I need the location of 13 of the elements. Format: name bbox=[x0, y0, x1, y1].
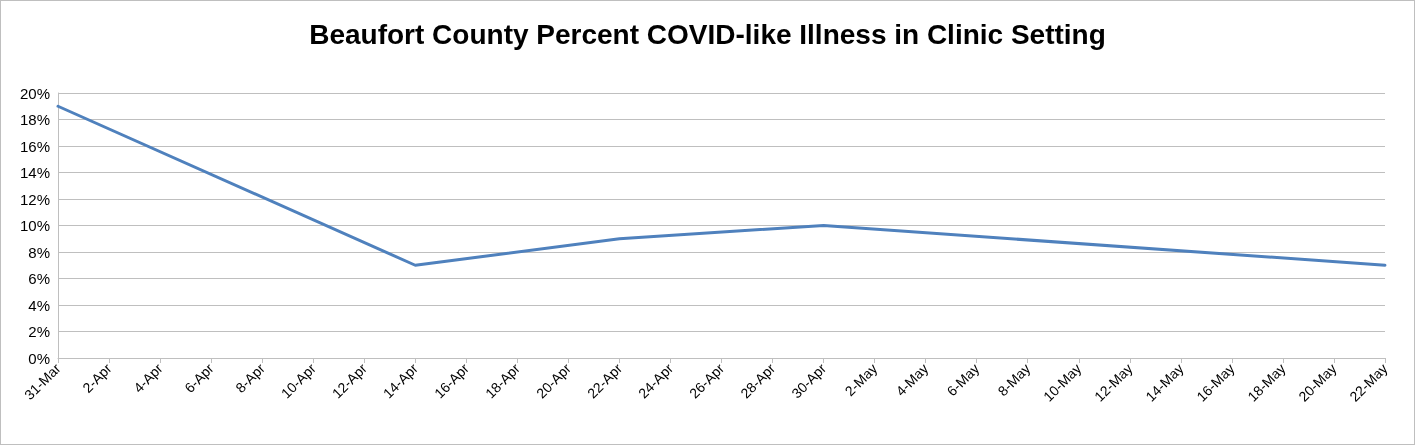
y-tick-label: 10% bbox=[19, 217, 50, 234]
y-tick-label: 0% bbox=[28, 349, 50, 367]
y-tick-label: 18% bbox=[19, 111, 50, 128]
y-tick-label: 8% bbox=[28, 243, 50, 261]
y-tick-label: 12% bbox=[19, 190, 50, 208]
y-tick-label: 14% bbox=[19, 164, 50, 181]
y-tick-label: 6% bbox=[28, 270, 50, 287]
y-tick-label: 16% bbox=[19, 137, 50, 155]
line-series bbox=[56, 104, 1387, 267]
y-tick-label: 2% bbox=[28, 323, 50, 340]
y-tick-label: 4% bbox=[28, 296, 50, 314]
y-tick-label: 20% bbox=[19, 84, 50, 102]
chart-title: Beaufort County Percent COVID-like Illness in Clinic Setting bbox=[309, 18, 1106, 50]
